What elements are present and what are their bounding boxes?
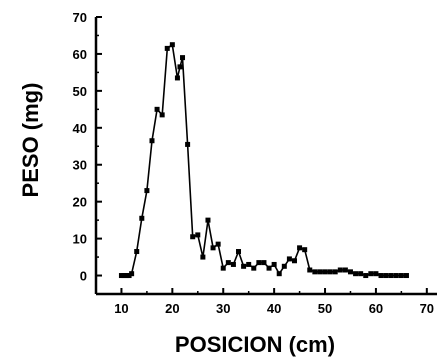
series-line bbox=[121, 43, 407, 277]
data-point bbox=[251, 265, 257, 271]
data-point bbox=[205, 217, 211, 223]
data-point bbox=[332, 269, 338, 275]
series-layer bbox=[118, 42, 409, 279]
data-point bbox=[302, 247, 308, 253]
data-point bbox=[281, 263, 287, 269]
data-point bbox=[378, 273, 384, 279]
data-point bbox=[177, 64, 183, 70]
y-axis: 0 10 20 30 40 50 60 70 bbox=[73, 10, 102, 284]
data-point bbox=[353, 271, 359, 277]
data-point bbox=[118, 273, 124, 279]
data-point bbox=[210, 245, 216, 251]
data-point bbox=[159, 112, 165, 118]
data-point bbox=[388, 273, 394, 279]
x-axis-title: POSICION (cm) bbox=[175, 332, 335, 357]
data-point bbox=[266, 265, 272, 271]
data-point bbox=[154, 106, 160, 112]
data-point bbox=[180, 55, 186, 61]
data-point bbox=[225, 260, 231, 266]
y-tick-label: 10 bbox=[73, 232, 87, 247]
data-point bbox=[373, 271, 379, 277]
y-tick-label: 20 bbox=[73, 195, 87, 210]
data-point bbox=[342, 267, 348, 273]
y-tick-label: 0 bbox=[80, 269, 87, 284]
data-point bbox=[169, 42, 175, 48]
data-point bbox=[337, 267, 343, 273]
data-point bbox=[195, 232, 201, 238]
data-point bbox=[347, 269, 353, 275]
data-point bbox=[126, 273, 132, 279]
y-tick-label: 30 bbox=[73, 158, 87, 173]
data-point bbox=[190, 234, 196, 240]
data-point bbox=[241, 263, 247, 269]
data-point bbox=[185, 141, 191, 147]
data-point bbox=[291, 258, 297, 264]
data-point bbox=[383, 273, 389, 279]
data-point bbox=[124, 273, 130, 279]
data-point bbox=[121, 273, 127, 279]
data-point bbox=[317, 269, 323, 275]
y-axis-title: PESO (mg) bbox=[18, 83, 43, 198]
data-point bbox=[236, 249, 242, 255]
data-point bbox=[129, 271, 135, 277]
data-point bbox=[322, 269, 328, 275]
data-point bbox=[200, 254, 206, 260]
data-point bbox=[149, 138, 155, 144]
data-point bbox=[403, 273, 409, 279]
data-point bbox=[215, 241, 221, 247]
data-point bbox=[327, 269, 333, 275]
data-point bbox=[246, 261, 252, 267]
data-point bbox=[164, 45, 170, 51]
data-point bbox=[134, 249, 140, 255]
data-point bbox=[393, 273, 399, 279]
data-point bbox=[363, 273, 369, 279]
y-tick-label: 70 bbox=[73, 10, 87, 25]
x-tick-label: 70 bbox=[420, 301, 434, 316]
data-point bbox=[276, 271, 282, 277]
y-tick-label: 60 bbox=[73, 47, 87, 62]
data-point bbox=[297, 245, 303, 251]
x-tick-label: 60 bbox=[369, 301, 383, 316]
data-point bbox=[256, 260, 262, 266]
x-tick-label: 30 bbox=[216, 301, 230, 316]
data-point bbox=[286, 256, 292, 262]
data-point bbox=[307, 267, 313, 273]
data-point bbox=[368, 271, 374, 277]
x-tick-label: 50 bbox=[318, 301, 332, 316]
data-point bbox=[358, 271, 364, 277]
data-point bbox=[144, 188, 150, 194]
x-tick-label: 40 bbox=[267, 301, 281, 316]
plot-frame bbox=[94, 17, 437, 296]
data-point bbox=[174, 75, 180, 81]
data-point bbox=[398, 273, 404, 279]
data-point bbox=[139, 215, 145, 221]
data-point bbox=[230, 261, 236, 267]
y-tick-label: 50 bbox=[73, 84, 87, 99]
data-point bbox=[261, 260, 267, 266]
data-point bbox=[220, 265, 226, 271]
x-tick-label: 10 bbox=[114, 301, 128, 316]
x-axis: 10 20 30 40 50 60 70 bbox=[95, 288, 434, 316]
data-point bbox=[312, 269, 318, 275]
data-point bbox=[271, 261, 277, 267]
y-tick-label: 40 bbox=[73, 121, 87, 136]
x-tick-label: 20 bbox=[165, 301, 179, 316]
